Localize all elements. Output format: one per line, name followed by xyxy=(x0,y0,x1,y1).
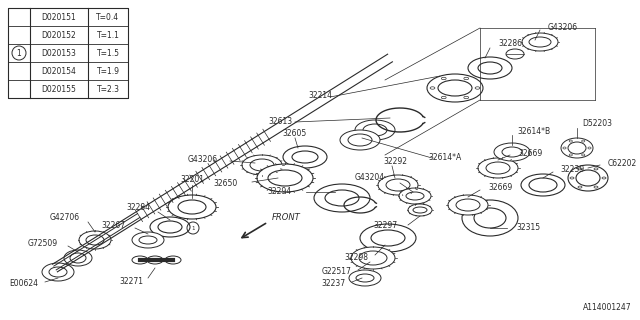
Ellipse shape xyxy=(561,138,593,158)
Text: G22517: G22517 xyxy=(322,268,352,276)
Ellipse shape xyxy=(408,204,432,216)
Text: T=1.9: T=1.9 xyxy=(97,67,120,76)
Ellipse shape xyxy=(506,49,524,59)
Ellipse shape xyxy=(351,247,395,269)
Ellipse shape xyxy=(42,263,74,281)
Text: C62202: C62202 xyxy=(608,158,637,167)
Text: E00624: E00624 xyxy=(9,278,38,287)
Text: 32292: 32292 xyxy=(383,156,407,165)
Text: 32315: 32315 xyxy=(516,223,540,233)
Ellipse shape xyxy=(132,232,164,248)
Ellipse shape xyxy=(494,143,530,161)
Ellipse shape xyxy=(427,74,483,102)
Text: 32294: 32294 xyxy=(268,188,292,196)
Text: 32669: 32669 xyxy=(518,148,542,157)
Ellipse shape xyxy=(522,33,558,51)
Ellipse shape xyxy=(283,146,327,168)
Ellipse shape xyxy=(168,195,216,219)
Ellipse shape xyxy=(448,195,488,215)
Text: T=1.1: T=1.1 xyxy=(97,30,120,39)
Text: D020152: D020152 xyxy=(42,30,76,39)
Ellipse shape xyxy=(79,231,111,249)
Ellipse shape xyxy=(132,256,148,264)
Ellipse shape xyxy=(147,256,163,264)
Ellipse shape xyxy=(355,120,395,140)
Text: T=0.4: T=0.4 xyxy=(97,12,120,21)
Text: 32669: 32669 xyxy=(488,182,512,191)
Ellipse shape xyxy=(378,175,418,195)
Ellipse shape xyxy=(314,184,370,212)
Text: D52203: D52203 xyxy=(582,118,612,127)
Ellipse shape xyxy=(478,158,518,178)
Text: FRONT: FRONT xyxy=(272,213,301,222)
Ellipse shape xyxy=(399,188,431,204)
Text: A114001247: A114001247 xyxy=(584,303,632,312)
Text: D020151: D020151 xyxy=(42,12,76,21)
Text: 1: 1 xyxy=(191,226,195,230)
Ellipse shape xyxy=(568,165,608,191)
Ellipse shape xyxy=(468,57,512,79)
Text: 32201: 32201 xyxy=(180,175,204,185)
Ellipse shape xyxy=(150,217,190,237)
Text: G43206: G43206 xyxy=(548,22,578,31)
Text: 32605: 32605 xyxy=(283,130,307,139)
Ellipse shape xyxy=(242,155,282,175)
Bar xyxy=(8,8,128,98)
Text: D020153: D020153 xyxy=(42,49,76,58)
Text: 32614*B: 32614*B xyxy=(517,127,550,137)
Text: 32298: 32298 xyxy=(344,253,368,262)
Text: G43204: G43204 xyxy=(355,173,385,182)
Ellipse shape xyxy=(462,200,518,236)
Ellipse shape xyxy=(349,270,381,286)
Text: 32284: 32284 xyxy=(126,204,150,212)
Text: G72509: G72509 xyxy=(28,238,58,247)
Text: 32214: 32214 xyxy=(308,91,332,100)
Text: D020155: D020155 xyxy=(42,84,76,93)
Text: G43206: G43206 xyxy=(188,156,218,164)
Text: 32271: 32271 xyxy=(119,277,143,286)
Text: G42706: G42706 xyxy=(50,213,80,222)
Text: 32267: 32267 xyxy=(102,220,126,229)
Text: 1: 1 xyxy=(17,49,21,58)
Text: 32237: 32237 xyxy=(322,278,346,287)
Ellipse shape xyxy=(521,174,565,196)
Ellipse shape xyxy=(165,256,181,264)
Text: 32286: 32286 xyxy=(498,39,522,49)
Text: 32613: 32613 xyxy=(268,117,292,126)
Text: 32650: 32650 xyxy=(214,179,238,188)
Ellipse shape xyxy=(257,164,313,192)
Text: D020154: D020154 xyxy=(42,67,76,76)
Text: T=2.3: T=2.3 xyxy=(97,84,120,93)
Ellipse shape xyxy=(64,250,92,266)
Text: 32614*A: 32614*A xyxy=(428,154,461,163)
Text: 32239: 32239 xyxy=(560,164,584,173)
Ellipse shape xyxy=(340,130,380,150)
Text: 32297: 32297 xyxy=(374,221,398,230)
Ellipse shape xyxy=(360,224,416,252)
Text: T=1.5: T=1.5 xyxy=(97,49,120,58)
